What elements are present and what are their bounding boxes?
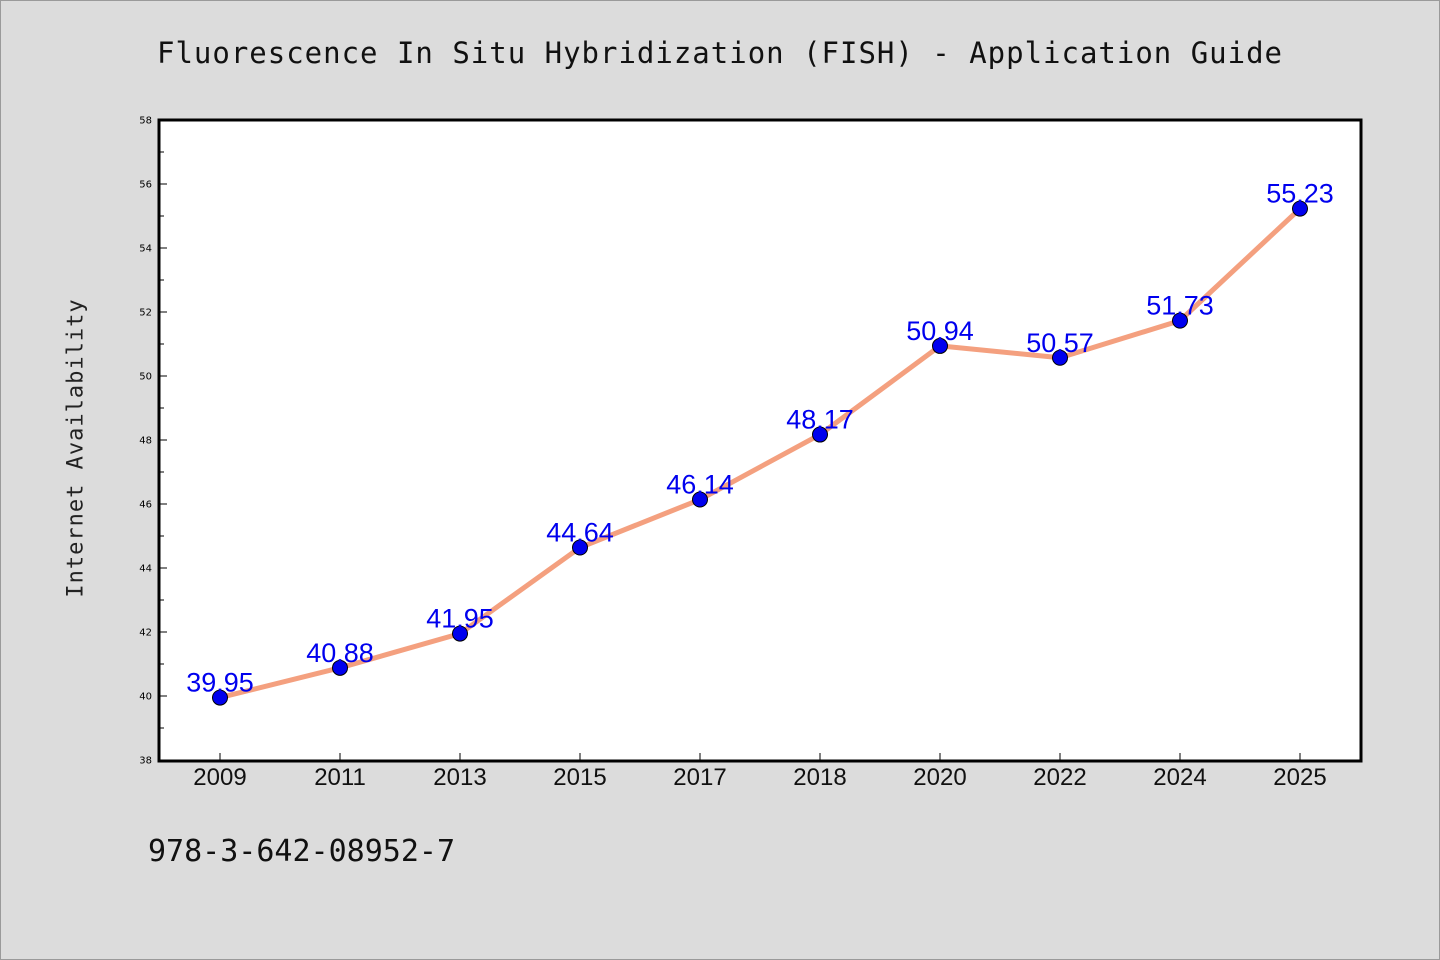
data-label: 50.57 [1026, 328, 1094, 358]
x-tick-label: 2020 [913, 764, 966, 791]
data-markers [212, 200, 1308, 706]
y-tick-label: 58 [139, 116, 152, 127]
y-tick-label: 46 [139, 500, 152, 511]
y-tick-label: 54 [139, 244, 152, 255]
data-point [332, 659, 348, 676]
isbn-code: 978-3-642-08952-7 [148, 834, 456, 869]
x-tick-label: 2022 [1033, 764, 1086, 791]
x-tick-label: 2025 [1273, 764, 1326, 791]
data-point [932, 337, 948, 354]
y-tick-label: 56 [139, 180, 152, 191]
y-tick-label: 40 [139, 692, 152, 703]
y-tick-label: 52 [139, 308, 152, 319]
data-label: 41.95 [426, 604, 494, 634]
series-line [217, 206, 1303, 701]
chart-title: Fluorescence In Situ Hybridization (FISH… [156, 36, 1284, 70]
data-point [212, 689, 228, 706]
data-label: 50.94 [906, 316, 974, 346]
data-label: 48.17 [786, 405, 854, 435]
data-label: 39.95 [186, 668, 254, 698]
data-point [452, 625, 468, 642]
data-label: 55.23 [1266, 179, 1334, 209]
data-point [572, 539, 588, 556]
x-tick-label: 2015 [553, 764, 606, 791]
data-point [1172, 312, 1188, 329]
data-label: 51.73 [1146, 291, 1214, 321]
data-label: 46.14 [666, 470, 734, 500]
data-point [692, 491, 708, 508]
x-tick-label: 2009 [193, 764, 246, 791]
data-point [1052, 349, 1068, 366]
x-tick-label: 2013 [433, 764, 486, 791]
x-tick-label: 2011 [314, 764, 366, 791]
data-point [1292, 200, 1308, 217]
x-axis-ticks: 2009 2011 2013 2015 2017 2018 2020 2022 2024 2025 [193, 753, 1327, 791]
x-tick-label: 2024 [1153, 764, 1206, 791]
y-tick-label: 48 [139, 436, 152, 447]
y-axis-ticks: 38 40 42 44 46 48 50 52 54 56 58 [139, 116, 167, 767]
data-labels: 39.95 40.88 41.95 44.64 46.14 48.17 50.94 50.57… [186, 179, 1334, 698]
y-tick-label: 38 [139, 756, 152, 767]
data-label: 44.64 [546, 518, 614, 548]
plot-area [157, 118, 1363, 763]
x-tick-label: 2017 [673, 764, 726, 791]
y-tick-label: 50 [139, 372, 152, 383]
y-tick-label: 44 [139, 564, 152, 575]
data-point [812, 426, 828, 443]
x-tick-label: 2018 [793, 764, 846, 791]
y-tick-label: 42 [139, 628, 152, 639]
data-label: 40.88 [306, 638, 374, 668]
